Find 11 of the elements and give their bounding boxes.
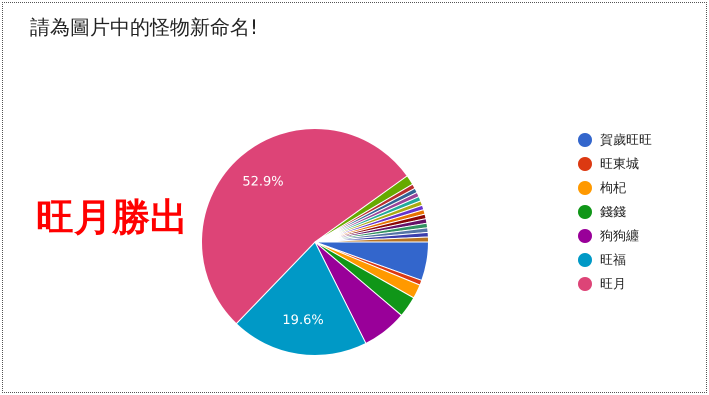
data-label: 19.6% bbox=[282, 312, 324, 328]
legend-label: 錢錢 bbox=[600, 204, 626, 221]
text: 旺月勝出 bbox=[36, 194, 188, 241]
legend-label: 旺福 bbox=[600, 252, 626, 269]
legend-label: 枸杞 bbox=[600, 180, 626, 197]
data-label: 52.9% bbox=[242, 174, 284, 190]
legend-label: 旺東城 bbox=[600, 156, 639, 173]
legend-label: 賀歲旺旺 bbox=[600, 132, 652, 149]
chart-title: 請為圖片中的怪物新命名! bbox=[30, 14, 258, 41]
legend-label: 狗狗纏 bbox=[600, 228, 639, 245]
legend-label: 旺月 bbox=[600, 276, 626, 293]
